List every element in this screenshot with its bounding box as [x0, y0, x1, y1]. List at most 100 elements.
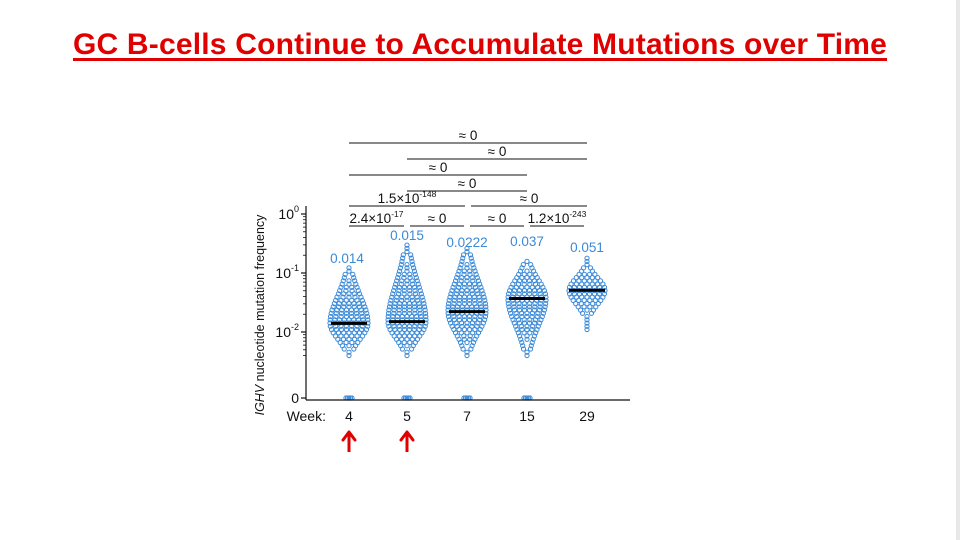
data-point [416, 326, 422, 333]
data-point [477, 313, 483, 320]
data-point [584, 301, 590, 307]
data-point [343, 310, 350, 316]
data-point [466, 281, 473, 287]
data-point [464, 288, 470, 294]
data-point [404, 349, 410, 355]
data-point [404, 245, 410, 251]
data-point [570, 278, 577, 284]
data-point [600, 281, 606, 287]
data-point [576, 271, 582, 277]
data-point [540, 310, 547, 316]
data-point [329, 307, 335, 313]
data-point [414, 278, 420, 284]
data-point [528, 262, 534, 268]
data-point [422, 307, 428, 313]
data-point [454, 275, 460, 281]
data-point [519, 313, 525, 320]
data-point [589, 281, 595, 287]
y-tick-label: 0 [291, 390, 299, 406]
comparison-pvalue: ≈ 0 [428, 211, 447, 226]
data-point [343, 339, 349, 346]
data-point [407, 333, 413, 339]
data-point [521, 281, 527, 287]
data-point [467, 284, 473, 290]
data-point [346, 291, 352, 297]
data-point [408, 255, 414, 261]
data-point [524, 323, 530, 329]
data-point [396, 307, 402, 313]
data-point [532, 320, 538, 326]
data-point [391, 288, 397, 294]
data-point [522, 278, 528, 284]
data-point [333, 326, 340, 333]
data-point [398, 262, 404, 268]
data-point [456, 268, 462, 274]
data-point [409, 336, 415, 342]
median-label: 0.051 [570, 240, 604, 255]
data-point [480, 291, 486, 297]
data-point [518, 336, 524, 342]
data-point [362, 304, 368, 310]
data-point [328, 326, 335, 333]
data-point [524, 313, 530, 320]
data-point [365, 323, 371, 329]
data-point [468, 255, 474, 261]
data-point [459, 323, 465, 329]
data-point [421, 301, 427, 307]
data-point [446, 317, 452, 323]
data-point [537, 304, 543, 310]
data-point [413, 291, 419, 297]
data-point [411, 268, 417, 274]
x-labels-layer: Week: 4 5 7 15 29 [287, 408, 595, 424]
data-point [396, 304, 403, 310]
data-point [521, 291, 528, 297]
data-point [346, 281, 352, 287]
data-point [482, 301, 488, 307]
data-point [584, 326, 590, 333]
data-point [346, 278, 352, 284]
data-point [415, 281, 421, 287]
data-point [466, 294, 472, 300]
data-point [388, 297, 394, 303]
data-point [352, 336, 358, 342]
comparisons-layer: ≈ 0 ≈ 0 ≈ 0 ≈ 0 1.5×10-148 ≈ 0 2.4×10-17 ≈ 0 ≈ 0… [349, 128, 587, 227]
data-point [337, 339, 343, 346]
median-label: 0.037 [510, 234, 544, 249]
data-point [339, 281, 345, 287]
data-point [543, 301, 549, 307]
y-tick-label: 10-1 [275, 263, 299, 281]
data-point [469, 323, 475, 329]
data-point [445, 307, 451, 313]
data-point [471, 317, 478, 323]
data-point [411, 265, 417, 271]
data-point [350, 271, 356, 277]
data-point [357, 336, 363, 342]
data-point [524, 310, 530, 316]
data-point [481, 294, 487, 300]
data-point [419, 294, 425, 300]
data-point [461, 297, 468, 303]
data-point [328, 310, 334, 316]
data-point [348, 310, 355, 316]
data-point [483, 307, 489, 313]
data-point [459, 291, 465, 297]
data-point [400, 252, 406, 258]
data-point [579, 281, 585, 287]
data-point [422, 323, 428, 329]
data-point [348, 307, 354, 313]
data-point [401, 275, 407, 281]
data-point [584, 307, 590, 313]
data-point [521, 320, 528, 326]
data-point [586, 291, 593, 297]
data-point [470, 278, 476, 284]
data-point [395, 291, 401, 297]
data-point [411, 326, 417, 333]
data-point [392, 284, 398, 290]
data-point [404, 352, 410, 359]
data-point [399, 258, 405, 264]
data-point [464, 262, 470, 268]
data-point [451, 317, 457, 323]
data-point [587, 265, 594, 271]
data-point [597, 278, 604, 284]
data-point [461, 336, 467, 342]
